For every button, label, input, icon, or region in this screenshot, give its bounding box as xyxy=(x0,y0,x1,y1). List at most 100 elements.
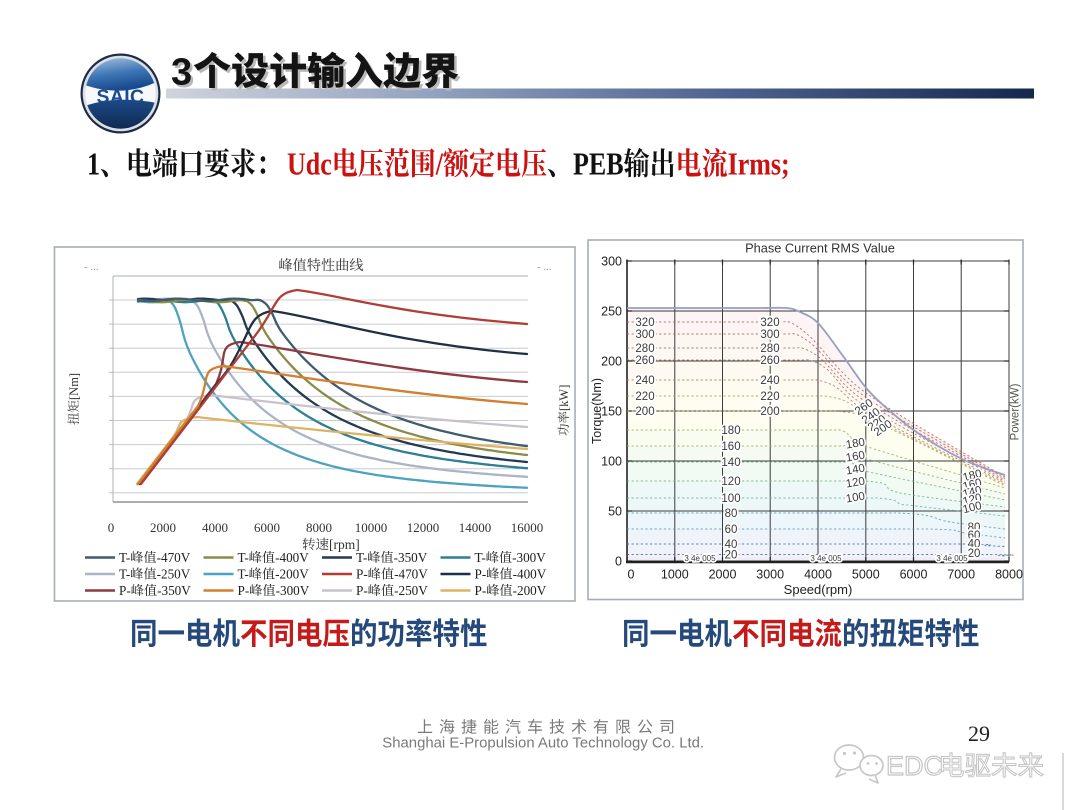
svg-text:50: 50 xyxy=(608,505,622,519)
svg-text:2000: 2000 xyxy=(709,568,737,582)
svg-text:20: 20 xyxy=(725,550,738,562)
svg-text:3 4e 005: 3 4e 005 xyxy=(936,554,968,563)
svg-text:-400V: -400V xyxy=(513,567,547,582)
svg-text:-470V: -470V xyxy=(157,550,191,565)
svg-text:300: 300 xyxy=(760,329,779,341)
svg-text:80: 80 xyxy=(725,508,738,520)
svg-text:10000: 10000 xyxy=(355,520,388,535)
svg-text:P-: P- xyxy=(475,583,487,598)
svg-text:[rpm]: [rpm] xyxy=(329,537,360,552)
svg-text:T-: T- xyxy=(475,550,486,565)
svg-text:3: 3 xyxy=(174,54,195,96)
svg-text:300: 300 xyxy=(601,255,622,269)
svg-text:320: 320 xyxy=(635,317,654,329)
svg-text:80: 80 xyxy=(968,522,981,534)
svg-text:- ...: - ... xyxy=(84,261,99,273)
svg-text:100: 100 xyxy=(601,455,622,469)
svg-text:3000: 3000 xyxy=(756,568,784,582)
svg-text:P-: P- xyxy=(356,567,368,582)
svg-text:Irms;: Irms; xyxy=(728,147,790,182)
svg-text:SAIC: SAIC xyxy=(97,87,145,108)
svg-text:120: 120 xyxy=(721,476,740,488)
svg-text:160: 160 xyxy=(962,477,984,493)
svg-text:220: 220 xyxy=(635,391,654,403)
svg-text:-350V: -350V xyxy=(157,583,191,598)
svg-text:P-: P- xyxy=(119,583,131,598)
svg-text:-250V: -250V xyxy=(157,567,191,582)
svg-text:40: 40 xyxy=(725,539,738,551)
svg-text:[kW]: [kW] xyxy=(557,385,571,411)
svg-text:Torque(Nm): Torque(Nm) xyxy=(590,378,604,444)
svg-text:150: 150 xyxy=(601,405,622,419)
svg-text:14000: 14000 xyxy=(459,520,492,535)
svg-text:1000: 1000 xyxy=(661,568,689,582)
svg-text:100: 100 xyxy=(845,490,866,505)
svg-text:6000: 6000 xyxy=(900,568,928,582)
svg-text:200: 200 xyxy=(601,355,622,369)
svg-text:140: 140 xyxy=(721,457,740,469)
svg-text:320: 320 xyxy=(760,317,779,329)
svg-text:280: 280 xyxy=(635,343,654,355)
svg-text:Speed(rpm): Speed(rpm) xyxy=(784,582,853,597)
svg-text:P-: P- xyxy=(475,567,487,582)
svg-text:-470V: -470V xyxy=(394,567,428,582)
svg-text:T-: T- xyxy=(238,567,249,582)
svg-text:/: / xyxy=(435,147,444,182)
svg-text:3 4e 005: 3 4e 005 xyxy=(810,554,842,563)
svg-text:180: 180 xyxy=(721,425,740,437)
svg-text:Phase Current RMS Value: Phase Current RMS Value xyxy=(745,241,895,256)
svg-text:Shanghai E-Propulsion Auto Tec: Shanghai E-Propulsion Auto Technology Co… xyxy=(382,736,704,752)
svg-text:8000: 8000 xyxy=(306,520,332,535)
svg-text:[Nm]: [Nm] xyxy=(67,373,81,400)
svg-text:120: 120 xyxy=(845,475,866,490)
svg-text:T-: T- xyxy=(119,550,130,565)
svg-text:160: 160 xyxy=(721,441,740,453)
svg-text:3: 3 xyxy=(171,52,192,94)
svg-text:60: 60 xyxy=(725,524,738,536)
svg-text:16000: 16000 xyxy=(511,520,544,535)
svg-text:29: 29 xyxy=(968,721,990,746)
svg-text:160: 160 xyxy=(845,449,866,464)
svg-text:180: 180 xyxy=(845,436,866,451)
svg-text:T-: T- xyxy=(356,550,367,565)
svg-text:8000: 8000 xyxy=(995,568,1023,582)
svg-text:140: 140 xyxy=(845,462,866,477)
svg-text:-300V: -300V xyxy=(512,550,546,565)
svg-text:-300V: -300V xyxy=(276,583,310,598)
svg-text:0: 0 xyxy=(615,555,622,569)
svg-text:220: 220 xyxy=(760,391,779,403)
svg-text:60: 60 xyxy=(968,530,981,542)
svg-text:1: 1 xyxy=(87,147,100,182)
svg-text:-400V: -400V xyxy=(275,550,309,565)
svg-text:-250V: -250V xyxy=(394,583,428,598)
svg-text:-200V: -200V xyxy=(275,567,309,582)
svg-text:3 4e 005: 3 4e 005 xyxy=(684,554,716,563)
svg-text:EDC: EDC xyxy=(886,751,943,781)
svg-text:300: 300 xyxy=(635,329,654,341)
svg-text:250: 250 xyxy=(601,305,622,319)
svg-text:Power(kW): Power(kW) xyxy=(1010,383,1022,440)
svg-text:- ...: - ... xyxy=(537,261,552,273)
svg-text:P-: P- xyxy=(356,583,368,598)
svg-text:260: 260 xyxy=(760,355,779,367)
svg-text:-350V: -350V xyxy=(394,550,428,565)
svg-text:240: 240 xyxy=(760,375,779,387)
svg-text:2000: 2000 xyxy=(150,520,176,535)
svg-text:Udc: Udc xyxy=(287,147,332,182)
svg-text:240: 240 xyxy=(635,375,654,387)
svg-text:6000: 6000 xyxy=(254,520,280,535)
svg-text:280: 280 xyxy=(760,343,779,355)
svg-text:T-: T- xyxy=(238,550,249,565)
svg-text:7000: 7000 xyxy=(947,568,975,582)
svg-text:20: 20 xyxy=(968,548,981,560)
svg-text:T-: T- xyxy=(119,567,130,582)
svg-text:4000: 4000 xyxy=(804,568,832,582)
svg-text:4000: 4000 xyxy=(202,520,228,535)
svg-text:12000: 12000 xyxy=(407,520,440,535)
svg-text:P-: P- xyxy=(238,583,250,598)
svg-text:260: 260 xyxy=(635,355,654,367)
svg-text:200: 200 xyxy=(760,406,779,418)
svg-text:PEB: PEB xyxy=(573,147,624,182)
svg-text:0: 0 xyxy=(108,520,115,535)
svg-text:200: 200 xyxy=(635,406,654,418)
